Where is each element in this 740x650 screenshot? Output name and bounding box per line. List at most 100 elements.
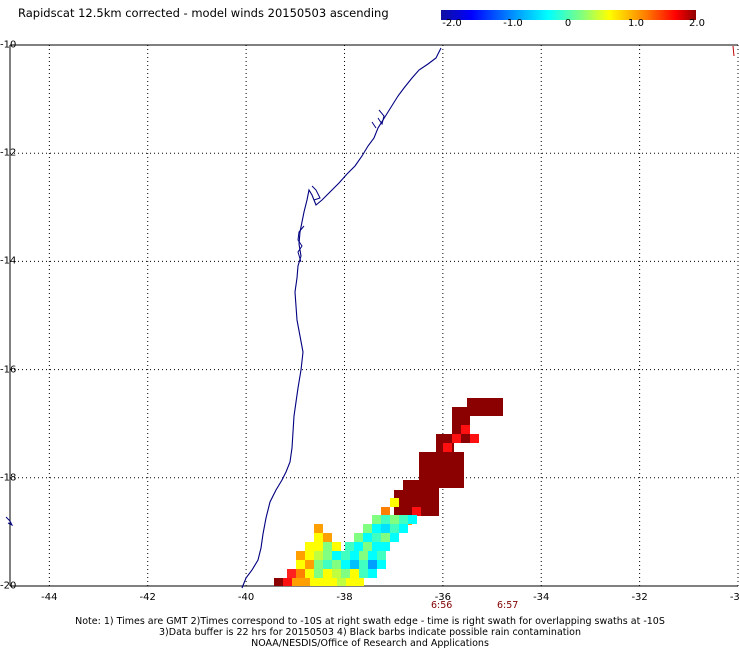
swath-cell xyxy=(399,515,408,524)
swath-cell xyxy=(430,507,439,516)
swath-cell xyxy=(296,569,305,578)
coastline xyxy=(241,47,442,589)
swath-cell xyxy=(377,560,386,569)
swath-cell xyxy=(305,542,314,551)
swath-cell xyxy=(359,560,368,569)
swath-cell xyxy=(428,452,437,461)
swath-cell xyxy=(437,461,446,470)
swath-cell xyxy=(452,425,461,434)
swath-cell xyxy=(328,578,337,586)
swath-cell xyxy=(305,569,314,578)
swath-cell xyxy=(292,578,301,586)
swath-cell xyxy=(467,398,476,407)
map-title: Rapidscat 12.5km corrected - model winds… xyxy=(18,6,389,20)
lat-tick-label: -16 xyxy=(0,364,17,376)
swath-cell xyxy=(476,407,485,416)
swath-cell xyxy=(345,542,354,551)
swath-cell xyxy=(368,560,377,569)
swath-cell xyxy=(381,542,390,551)
lon-tick-label: -42 xyxy=(139,592,156,603)
swath-cell xyxy=(412,489,421,498)
swath-cell xyxy=(363,533,372,542)
swath-cell xyxy=(363,542,372,551)
swath-cell xyxy=(452,407,461,416)
swath-cell xyxy=(332,542,341,551)
swath-cell xyxy=(354,542,363,551)
swath-cell xyxy=(403,480,412,489)
swath-cell xyxy=(394,490,403,499)
swath-cell xyxy=(305,560,314,569)
swath-cell xyxy=(323,569,332,578)
colorbar-tick: 1.0 xyxy=(628,18,644,29)
swath-cell xyxy=(485,407,494,416)
swath-cell xyxy=(355,578,364,586)
swath-cell xyxy=(467,407,476,416)
swath-cell xyxy=(354,533,363,542)
colorbar-tick: 2.0 xyxy=(689,18,705,29)
swath-cell xyxy=(390,533,399,542)
swath-cell xyxy=(381,507,390,516)
swath-cell xyxy=(314,569,323,578)
lon-tick-label: -38 xyxy=(336,592,353,603)
swath-cell xyxy=(368,551,377,560)
swath-cell xyxy=(455,470,464,479)
swath-cell xyxy=(421,507,430,516)
swath-cell xyxy=(443,443,452,452)
swath-cell xyxy=(359,551,368,560)
swath-cell xyxy=(372,542,381,551)
swath-cell xyxy=(350,560,359,569)
swath-cell xyxy=(430,489,439,498)
swath-cell xyxy=(412,480,421,489)
colorbar-tick: -1.0 xyxy=(503,18,523,29)
swath-cell xyxy=(494,398,503,407)
swath-cell xyxy=(419,452,428,461)
swath-cell xyxy=(485,398,494,407)
time-label: 6:57 xyxy=(497,600,519,611)
swath-cell xyxy=(372,524,381,533)
swath-cell xyxy=(430,498,439,507)
swath-cell xyxy=(310,578,319,586)
swath-cell xyxy=(337,578,346,586)
swath-cell xyxy=(372,515,381,524)
swath-cell xyxy=(436,434,445,443)
swath-cell xyxy=(323,551,332,560)
swath-cell xyxy=(332,560,341,569)
swath-cell xyxy=(437,479,446,488)
colorbar xyxy=(441,10,696,20)
swath-cell xyxy=(274,578,283,586)
swath-cell xyxy=(381,533,390,542)
swath-cell xyxy=(381,524,390,533)
swath-cell xyxy=(455,479,464,488)
swath-cell xyxy=(332,569,341,578)
swath-cell xyxy=(390,515,399,524)
swath-cell xyxy=(461,425,470,434)
swath-cell xyxy=(412,507,421,516)
swath-cell xyxy=(446,470,455,479)
swath-cell xyxy=(332,551,341,560)
swath-cell xyxy=(437,452,446,461)
swath-cell xyxy=(403,499,412,508)
swath-cell xyxy=(359,569,368,578)
swath-cell xyxy=(452,434,461,443)
swath-cell xyxy=(445,434,454,443)
swath-cell xyxy=(323,542,332,551)
swath-cell xyxy=(283,578,292,586)
coastline-detail xyxy=(297,109,385,263)
swath-cell xyxy=(461,407,470,416)
swath-cell xyxy=(446,452,455,461)
swath-cell xyxy=(390,498,399,507)
lat-tick-label: -12 xyxy=(0,147,17,159)
swath-cell xyxy=(341,551,350,560)
map-grid xyxy=(9,44,739,587)
swath-cell xyxy=(446,479,455,488)
lon-tick-label: -36 xyxy=(434,592,452,603)
swath-cell xyxy=(394,508,403,517)
swath-cell xyxy=(314,524,323,533)
footnote-line-1: Note: 1) Times are GMT 2)Times correspon… xyxy=(75,616,665,627)
swath-cell xyxy=(419,461,428,470)
swath-cell xyxy=(421,480,430,489)
swath-cell xyxy=(319,578,328,586)
lon-tick-label: -32 xyxy=(631,592,648,603)
swath-cell xyxy=(461,416,470,425)
